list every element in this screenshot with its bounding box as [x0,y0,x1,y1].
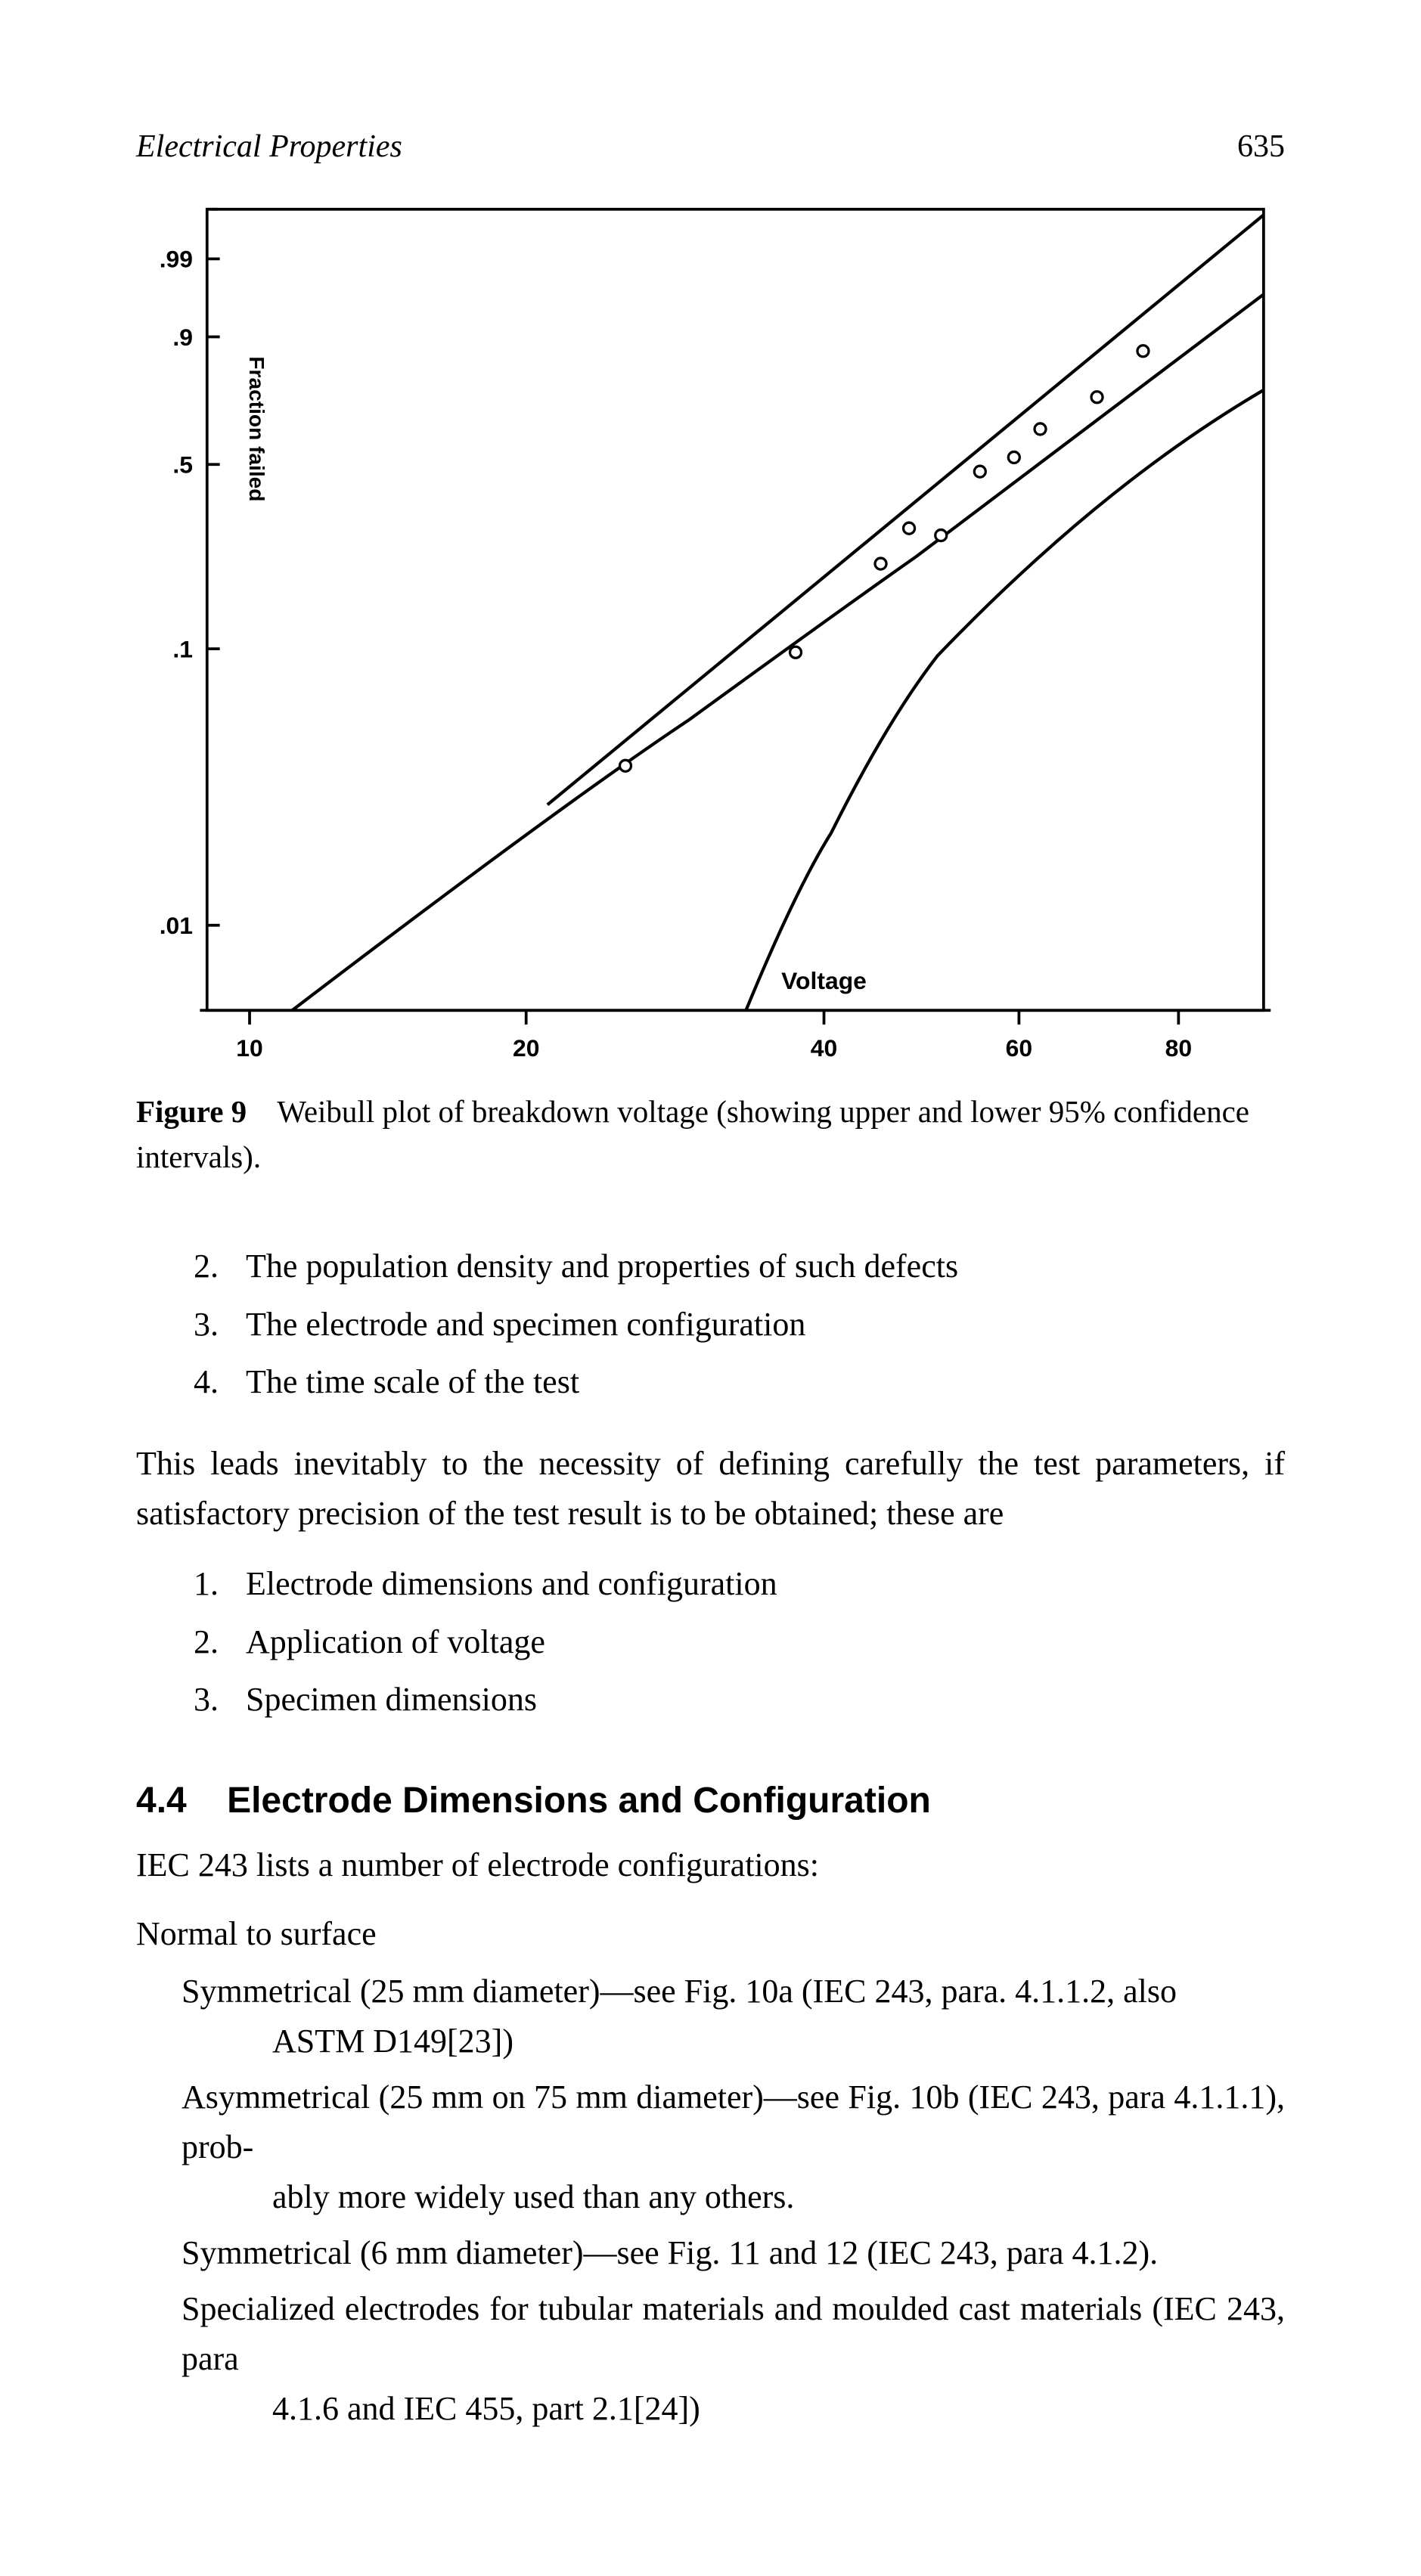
config-item: Asymmetrical (25 mm on 75 mm diameter)—s… [182,2072,1285,2222]
xtick-60: 60 [1006,1034,1032,1062]
page: Electrical Properties 635 .99 .9 .5 [0,0,1421,2576]
list-item: Specimen dimensions [227,1673,1285,1726]
running-head: Electrical Properties 635 [136,129,1285,165]
config-item: Symmetrical (6 mm diameter)—see Fig. 11 … [182,2228,1285,2278]
ytick-1: .1 [172,635,193,662]
list-item: The time scale of the test [227,1356,1285,1409]
section-title: Electrode Dimensions and Configuration [227,1781,931,1821]
x-axis-label: Voltage [781,967,867,994]
section-heading: 4.4 Electrode Dimensions and Configurati… [136,1780,1285,1821]
xtick-10: 10 [236,1034,262,1062]
electrode-config-block: Normal to surface Symmetrical (25 mm dia… [136,1909,1285,2434]
xtick-80: 80 [1165,1034,1192,1062]
y-axis-label: Fraction failed [245,356,268,501]
ytick-99: .99 [160,246,193,273]
page-number: 635 [1237,129,1285,165]
xtick-20: 20 [513,1034,539,1062]
figure-9: .99 .9 .5 .1 .01 Fraction failed 10 [136,195,1285,1180]
section-number: 4.4 [136,1781,187,1821]
xtick-40: 40 [811,1034,837,1062]
list-item: Electrode dimensions and configuration [227,1558,1285,1610]
figure-caption-text: Weibull plot of breakdown voltage (showi… [136,1094,1249,1173]
ytick-5: .5 [172,451,193,479]
lead-paragraph: This leads inevitably to the necessity o… [136,1439,1285,1539]
figure-label: Figure 9 [136,1094,247,1129]
defect-factors-list: The population density and properties of… [136,1240,1285,1409]
list-item: The population density and properties of… [227,1240,1285,1293]
figure-caption: Figure 9 Weibull plot of breakdown volta… [136,1090,1285,1180]
list-item: The electrode and specimen configuration [227,1298,1285,1351]
test-parameters-list: Electrode dimensions and configuration A… [136,1558,1285,1726]
weibull-plot-svg: .99 .9 .5 .1 .01 Fraction failed 10 [136,195,1285,1067]
section-intro: IEC 243 lists a number of electrode conf… [136,1840,1285,1890]
list-item: Application of voltage [227,1616,1285,1669]
config-item: Symmetrical (25 mm diameter)—see Fig. 10… [182,1967,1285,2066]
ytick-01: .01 [160,912,193,939]
header-left: Electrical Properties [136,129,402,165]
config-item: Specialized electrodes for tubular mater… [182,2284,1285,2434]
normal-to-surface-label: Normal to surface [136,1909,1285,1959]
ytick-9: .9 [172,324,193,351]
